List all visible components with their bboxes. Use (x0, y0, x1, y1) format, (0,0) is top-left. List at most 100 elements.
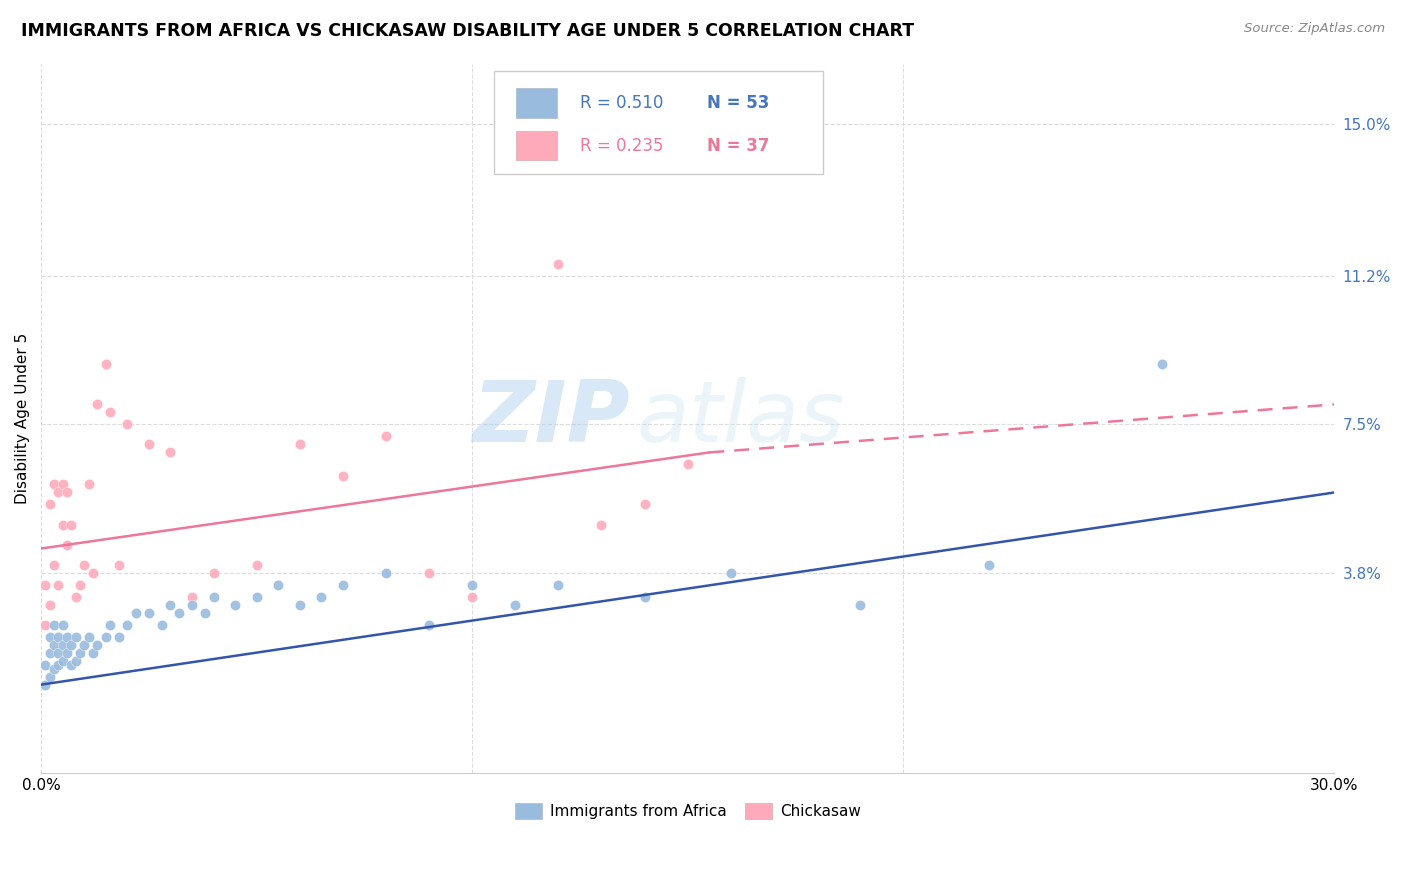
Point (979, 558, 1001, 572)
Point (60, 517, 83, 532)
Bar (516, 88, 557, 118)
Point (167, 606, 190, 620)
Point (375, 566, 398, 580)
Point (633, 590, 655, 604)
Point (56, 646, 79, 660)
Point (86, 638, 108, 652)
Point (42, 638, 65, 652)
Point (56, 537, 79, 551)
Point (38, 646, 60, 660)
Point (332, 577, 354, 591)
Point (117, 417, 139, 432)
Text: R = 0.235: R = 0.235 (581, 136, 664, 154)
Point (94, 630, 117, 644)
Point (42, 477, 65, 491)
Point (65, 654, 87, 668)
Point (82, 646, 104, 660)
Point (82, 566, 104, 580)
Point (38, 630, 60, 644)
Point (52, 654, 75, 668)
Point (48, 630, 70, 644)
Point (52, 517, 75, 532)
Point (202, 566, 225, 580)
Point (56, 630, 79, 644)
Point (720, 566, 742, 580)
Point (69, 646, 91, 660)
Point (125, 606, 148, 620)
Point (246, 558, 269, 572)
Point (34, 657, 56, 672)
Point (418, 617, 440, 632)
Point (267, 577, 290, 591)
Point (52, 638, 75, 652)
FancyBboxPatch shape (494, 71, 824, 174)
Point (591, 517, 613, 532)
Point (107, 630, 129, 644)
Point (60, 657, 83, 672)
Point (48, 657, 70, 672)
Text: ZIP: ZIP (472, 377, 630, 460)
Point (150, 617, 173, 632)
Point (94, 357, 117, 371)
Point (288, 598, 311, 612)
Point (77, 630, 100, 644)
Text: IMMIGRANTS FROM AFRICA VS CHICKASAW DISABILITY AGE UNDER 5 CORRELATION CHART: IMMIGRANTS FROM AFRICA VS CHICKASAW DISA… (21, 22, 914, 40)
Point (332, 469, 354, 483)
Point (65, 590, 87, 604)
Point (34, 617, 56, 632)
Point (98, 617, 121, 632)
Point (73, 558, 96, 572)
Point (42, 617, 65, 632)
Point (52, 617, 75, 632)
Point (86, 397, 108, 411)
Point (60, 638, 83, 652)
Point (38, 498, 60, 512)
Point (42, 662, 65, 676)
Point (34, 577, 56, 591)
Point (38, 598, 60, 612)
Point (159, 445, 181, 459)
Text: atlas: atlas (636, 377, 844, 460)
Point (849, 598, 872, 612)
Point (311, 590, 333, 604)
Point (194, 606, 217, 620)
Point (107, 558, 129, 572)
Point (503, 598, 526, 612)
Point (375, 429, 398, 443)
Point (181, 590, 204, 604)
Text: N = 37: N = 37 (707, 136, 769, 154)
Point (69, 577, 91, 591)
Text: Source: ZipAtlas.com: Source: ZipAtlas.com (1244, 22, 1385, 36)
Point (34, 678, 56, 692)
Point (38, 670, 60, 684)
Text: R = 0.510: R = 0.510 (581, 94, 664, 112)
Point (73, 638, 96, 652)
Point (461, 577, 484, 591)
Point (224, 598, 246, 612)
Point (418, 566, 440, 580)
Point (288, 437, 311, 451)
Point (461, 590, 484, 604)
Point (98, 405, 121, 419)
Point (138, 606, 160, 620)
Point (181, 598, 204, 612)
Point (202, 590, 225, 604)
Legend: Immigrants from Africa, Chickasaw: Immigrants from Africa, Chickasaw (509, 797, 868, 825)
Text: N = 53: N = 53 (707, 94, 769, 112)
Y-axis label: Disability Age Under 5: Disability Age Under 5 (15, 333, 30, 504)
Point (77, 477, 100, 491)
Point (138, 437, 160, 451)
Point (676, 458, 699, 472)
Point (633, 498, 655, 512)
Point (547, 577, 569, 591)
Point (48, 577, 70, 591)
Point (52, 477, 75, 491)
Point (56, 485, 79, 500)
Point (246, 590, 269, 604)
Point (42, 558, 65, 572)
Point (159, 598, 181, 612)
Point (65, 630, 87, 644)
Point (1150, 357, 1173, 371)
Bar (516, 130, 557, 161)
Point (117, 617, 139, 632)
